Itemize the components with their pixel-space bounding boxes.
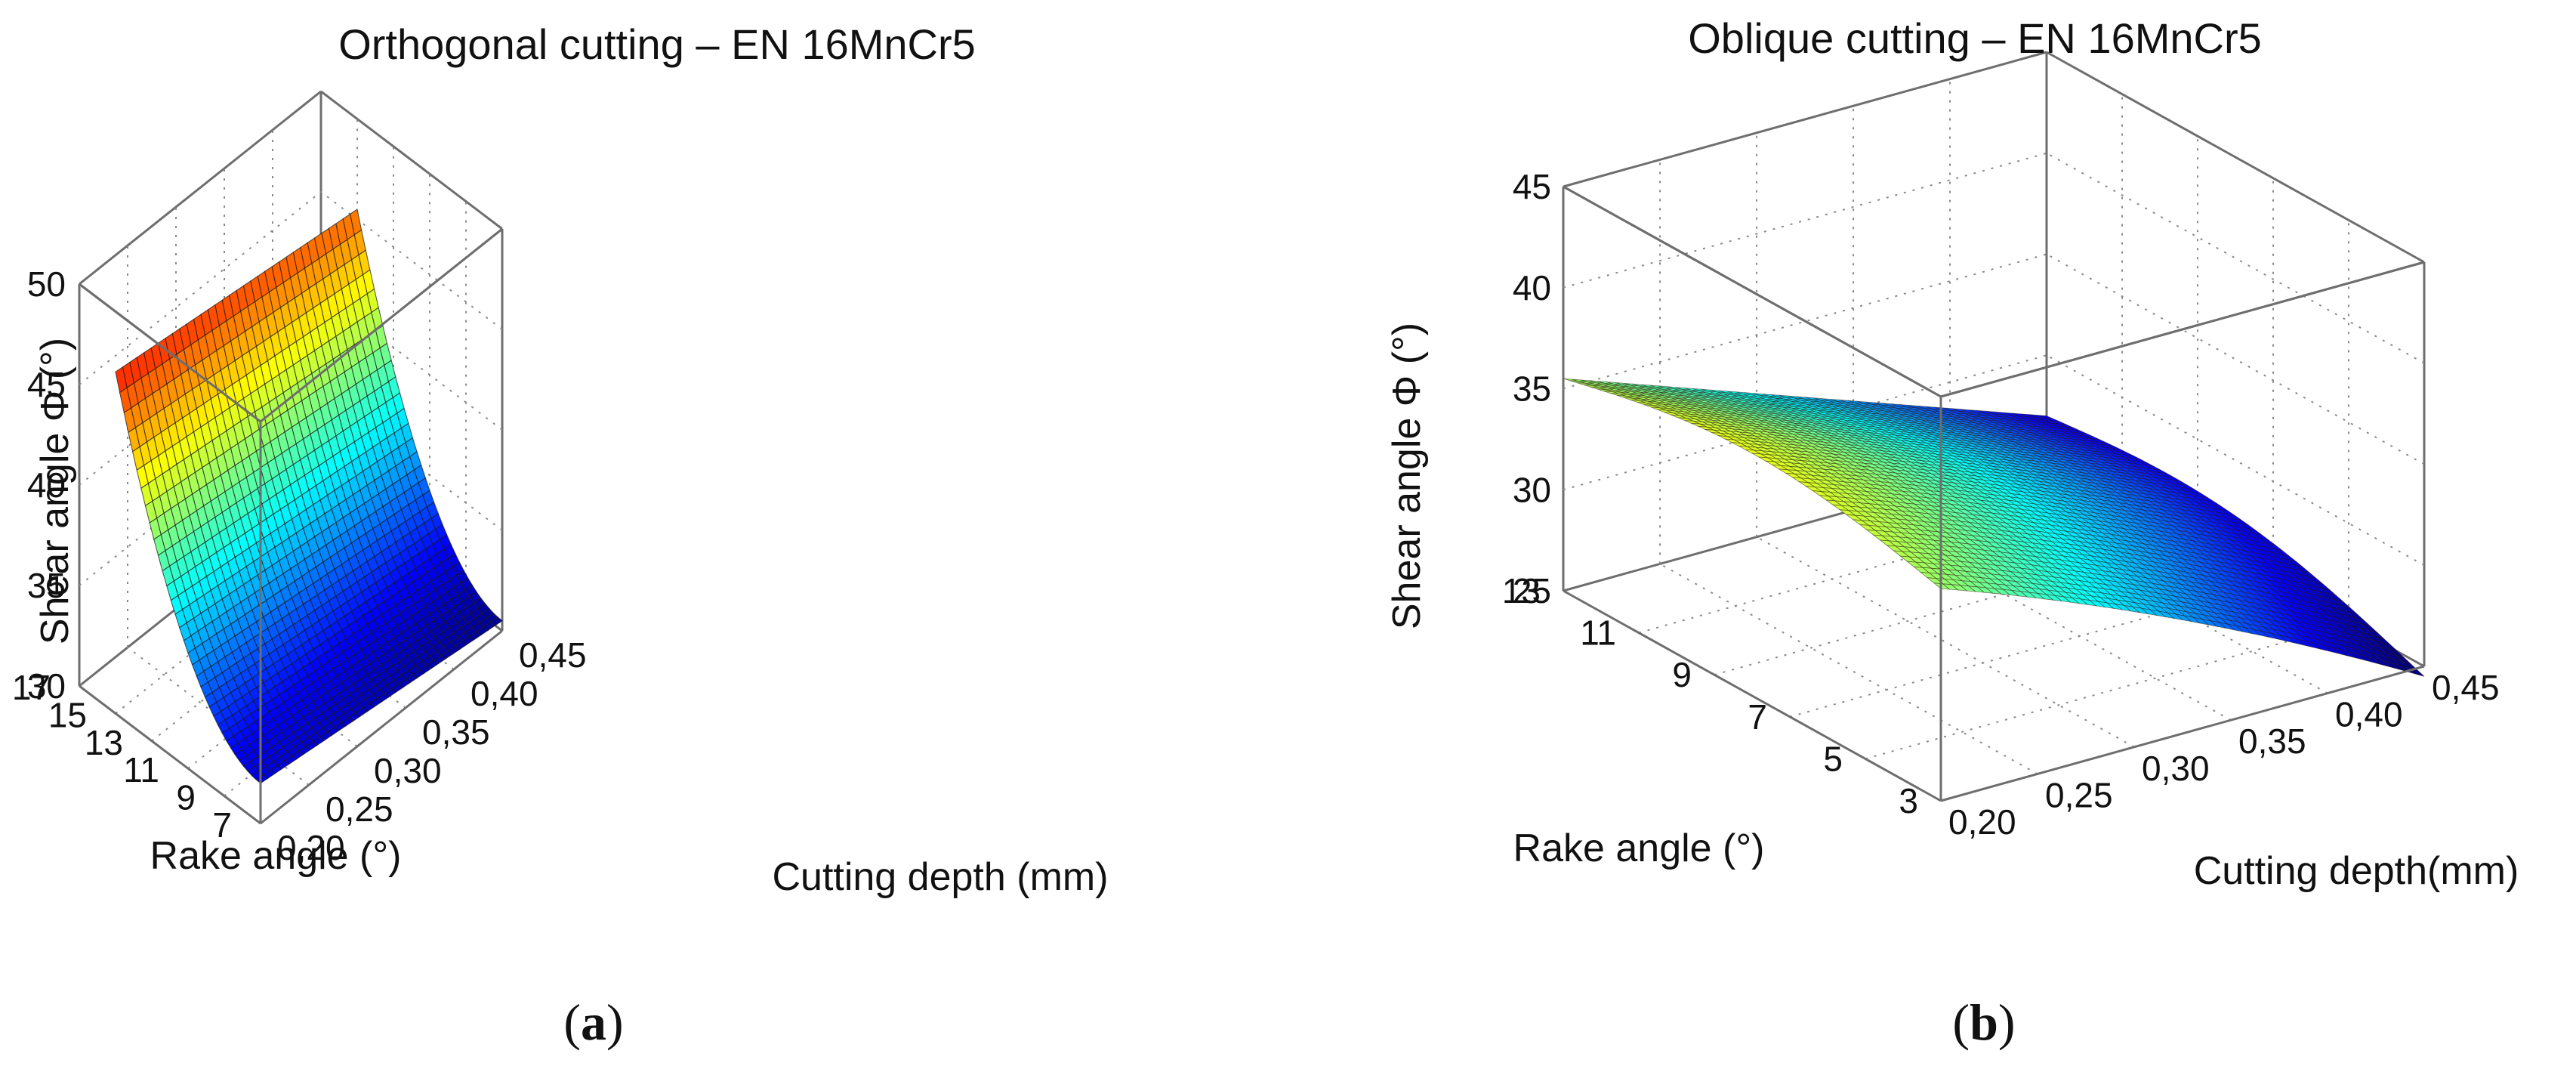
gridline-b (1563, 152, 2047, 289)
gridline-b (1563, 253, 2047, 390)
x-tick-label-b: 0,45 (2432, 668, 2500, 707)
panel-caption-letter-a: a (581, 993, 606, 1051)
x-tick-label-a: 0,30 (374, 751, 442, 790)
y-tick-label-a: 13 (85, 723, 123, 762)
gridline-b (1563, 354, 2047, 491)
x-tick-label-b: 0,25 (2045, 775, 2113, 814)
chart-title-b: Oblique cutting – EN 16MnCr5 (1688, 14, 2262, 62)
z-tick-label-a: 40 (27, 465, 66, 505)
axes-box-front-a (79, 227, 503, 825)
y-tick-label-a: 11 (123, 750, 159, 789)
panel-caption-letter-b: b (1970, 993, 1998, 1051)
x-tick-label-b: 0,30 (2142, 749, 2210, 788)
z-tick-label-a: 50 (27, 264, 66, 304)
y-axis-label-b: Rake angle (°) (1513, 826, 1765, 870)
gridline-a (320, 191, 503, 330)
x-tick-labels-b: 0,20 0,25 0,30 0,35 0,40 0,45 (1948, 668, 2500, 842)
axes-box-edge-a (320, 90, 503, 230)
x-tick-label-a: 0,20 (277, 828, 345, 867)
x-axis-label-b: Cutting depth(mm) (2194, 849, 2519, 893)
x-tick-labels-a: 0,200,250,300,350,400,45 (277, 635, 587, 867)
axes-box-edge-b (2046, 51, 2425, 264)
axes-box-edge-a (79, 90, 322, 286)
y-tick-label-a: 17 (12, 668, 51, 707)
gridline-b (1865, 623, 2349, 760)
surface-b (1563, 378, 2425, 677)
x-tick-label-b: 0,20 (1948, 802, 2016, 842)
y-tick-label-b: 7 (1748, 697, 1767, 737)
x-axis-line-a (260, 629, 503, 825)
axes-box-edge-front-a (260, 227, 503, 423)
y-axis-line-b (1563, 589, 1942, 802)
y-axis-label-a: Rake angle (°) (150, 834, 402, 878)
y-tick-label-b: 9 (1672, 655, 1692, 694)
x-tick-label-a: 0,40 (470, 674, 538, 713)
z-tick-label-a: 30 (27, 666, 66, 706)
x-tick-label-a: 0,25 (325, 789, 393, 829)
x-tick-label-a: 0,45 (519, 635, 587, 675)
z-tick-label-b: 35 (1513, 369, 1551, 409)
y-tick-label-b: 11 (1580, 613, 1616, 653)
axes-box-edge-front-b (1940, 261, 2425, 398)
gridline-a (79, 191, 322, 385)
z-tick-label-b: 45 (1513, 167, 1551, 206)
gridline-a (320, 392, 503, 531)
y-tick-label-b: 5 (1823, 739, 1843, 778)
y-tick-label-b: 3 (1899, 781, 1918, 820)
x-tick-label-b: 0,35 (2238, 721, 2306, 761)
chart-title-a: Orthogonal cutting – EN 16MnCr5 (338, 20, 976, 68)
y-axis-line-a (79, 684, 261, 825)
axes-box-edge-front-b (1563, 185, 1942, 398)
y-tick-label-a: 7 (212, 805, 232, 845)
z-axis-label-b: Shear angle Φ (°) (1385, 323, 1429, 629)
axes-box-edge-b (1563, 51, 2047, 188)
z-tick-label-b: 30 (1513, 470, 1551, 509)
x-tick-label-b: 0,40 (2335, 695, 2403, 734)
gridline-b (2046, 152, 2425, 364)
z-tick-labels-b: 25 30 35 40 45 (1513, 167, 1551, 610)
z-tick-label-b: 25 (1513, 571, 1551, 610)
y-tick-label-a: 15 (48, 695, 87, 734)
panel-caption-a: (a) (563, 993, 623, 1051)
panel-caption-b: (b) (1952, 993, 2015, 1051)
x-axis-label-a: Cutting depth (mm) (772, 855, 1108, 899)
gridline-b (2046, 253, 2425, 465)
surface-a (115, 209, 503, 784)
z-tick-label-a: 45 (27, 365, 66, 404)
gridline-a (320, 292, 503, 431)
x-tick-label-a: 0,35 (422, 712, 490, 752)
gridline-b (1659, 563, 2038, 775)
axes-box-edge-front-a (79, 283, 261, 423)
y-tick-label-a: 9 (176, 778, 196, 817)
z-tick-label-a: 35 (27, 566, 66, 605)
z-tick-label-b: 40 (1513, 268, 1551, 307)
z-tick-labels-a: 30 35 40 45 50 (27, 264, 66, 706)
z-axis-label-a: Shear angle Φ (°) (33, 338, 77, 644)
surface-patch (255, 774, 269, 784)
